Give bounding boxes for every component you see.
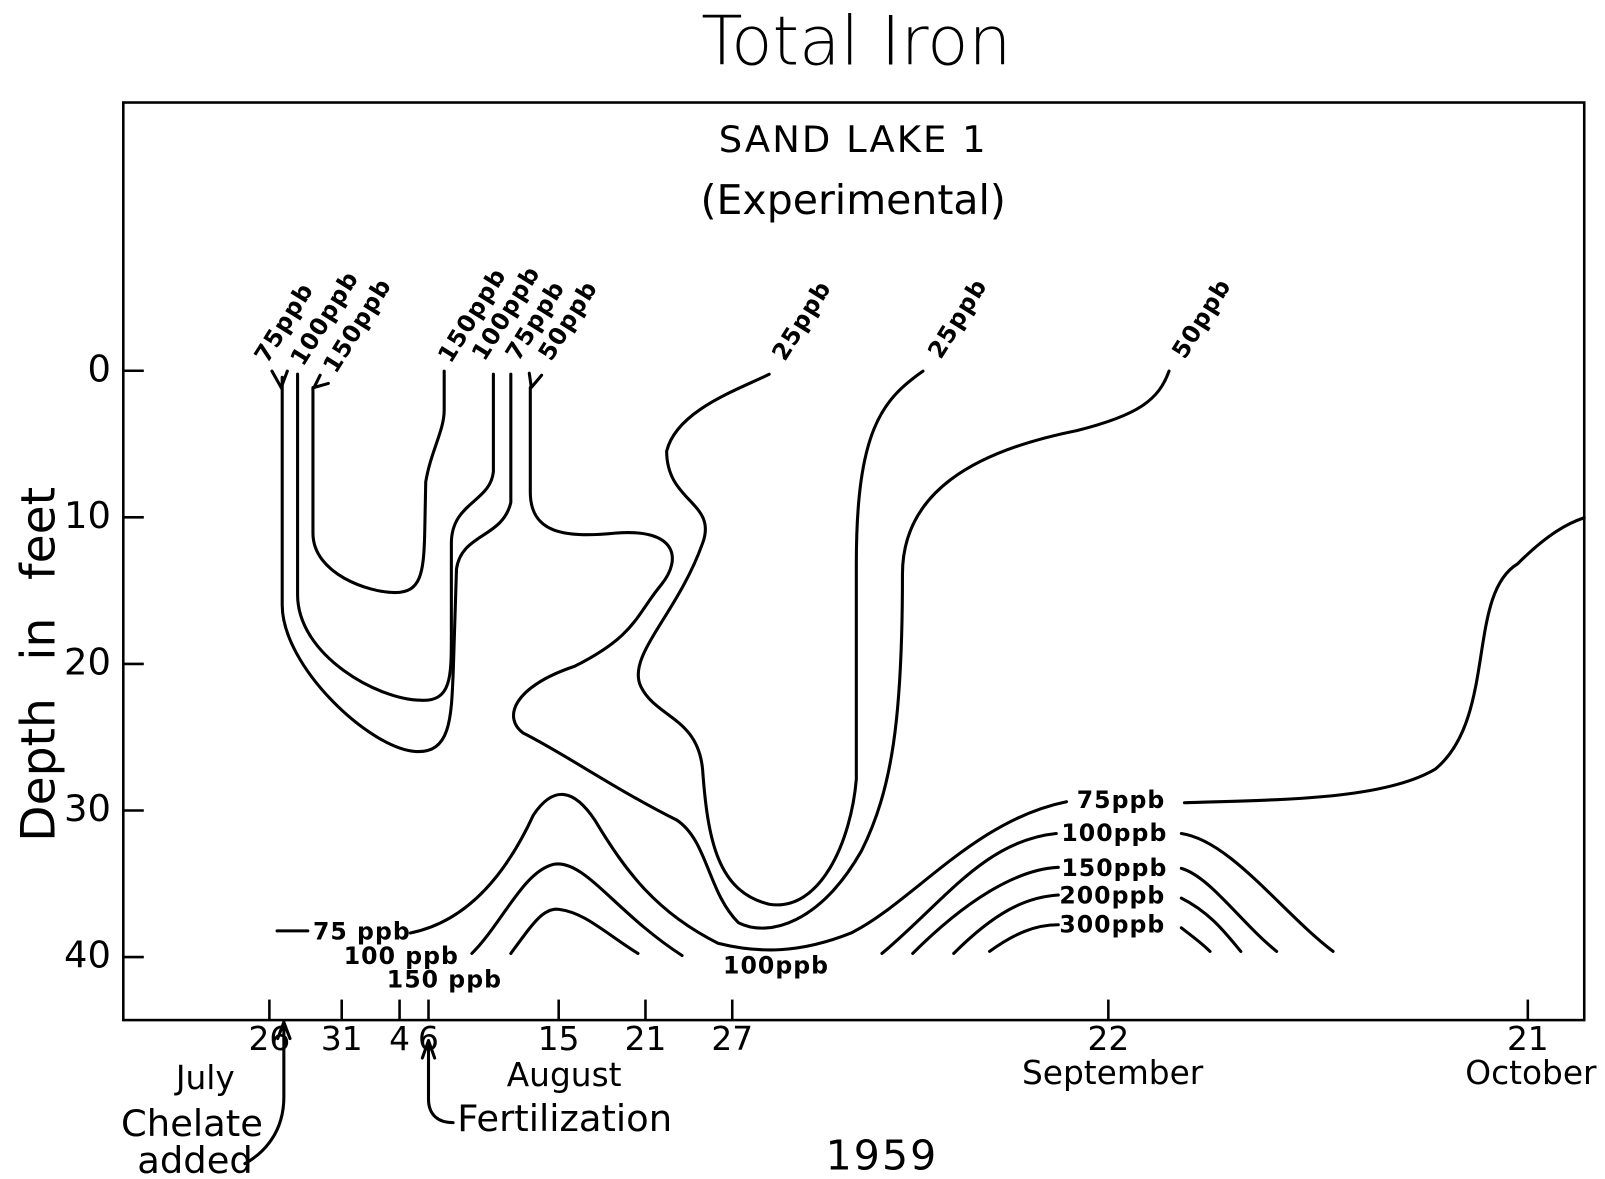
- plot-frame: [122, 101, 1586, 1022]
- contour-line: [275, 516, 1586, 952]
- x-tick-label: 31: [321, 1020, 363, 1058]
- contour-line: [509, 865, 1279, 955]
- contour-line: [512, 369, 1171, 930]
- contour-label: 25ppb: [766, 275, 837, 365]
- contour-line: [311, 369, 446, 595]
- contour-label: 300ppb: [1059, 910, 1165, 938]
- label-arrows: [270, 369, 544, 392]
- contour-label: 150ppb: [1061, 854, 1167, 882]
- month-label: July: [174, 1059, 235, 1097]
- x-tick-label: 4: [389, 1020, 410, 1058]
- contour-line: [296, 372, 495, 702]
- subtitle: SAND LAKE 1: [719, 118, 988, 161]
- contour-label: 75 ppb: [313, 917, 411, 945]
- contour-label: 75ppb: [1077, 786, 1166, 814]
- month-label: September: [1022, 1054, 1204, 1092]
- contour-label: 150 ppb: [387, 966, 502, 994]
- annotation-arrow: [420, 1039, 455, 1125]
- x-tick-label: 21: [625, 1020, 667, 1058]
- y-tick-label: 30: [64, 787, 111, 830]
- contour-label: 50ppb: [1166, 273, 1237, 363]
- annotation-text: added: [137, 1139, 253, 1179]
- x-tick-label: 21: [1507, 1020, 1549, 1058]
- y-tick-label: 10: [64, 494, 111, 537]
- y-tick-label: 20: [64, 640, 111, 683]
- contour-line: [470, 831, 1335, 958]
- x-axis-label: 1959: [826, 1131, 939, 1179]
- contour-label: 100ppb: [723, 951, 829, 979]
- x-tick-label: 22: [1087, 1020, 1129, 1058]
- annotation-text: Fertilization: [457, 1097, 672, 1140]
- contour-label: 25ppb: [922, 273, 993, 363]
- contour-label: 200ppb: [1059, 882, 1165, 910]
- contour-line: [280, 372, 513, 754]
- y-axis-label: Depth in feet: [11, 487, 66, 842]
- contour-label: 100ppb: [1061, 819, 1167, 847]
- month-label: October: [1465, 1054, 1597, 1092]
- subtitle: (Experimental): [701, 176, 1006, 224]
- month-label: August: [507, 1056, 622, 1094]
- contour-label: 100 ppb: [344, 942, 459, 970]
- contour-line: [636, 369, 925, 907]
- y-tick-label: 0: [88, 347, 111, 390]
- annotation-arrow: [243, 1020, 292, 1166]
- annotation-text: Chelate: [121, 1102, 263, 1145]
- x-tick-label: 15: [538, 1020, 580, 1058]
- x-tick-label: 27: [711, 1020, 753, 1058]
- contour-line: [988, 923, 1212, 953]
- contour-line: [952, 893, 1243, 955]
- y-tick-label: 40: [64, 934, 111, 977]
- chart-title: Total Iron: [701, 2, 1011, 81]
